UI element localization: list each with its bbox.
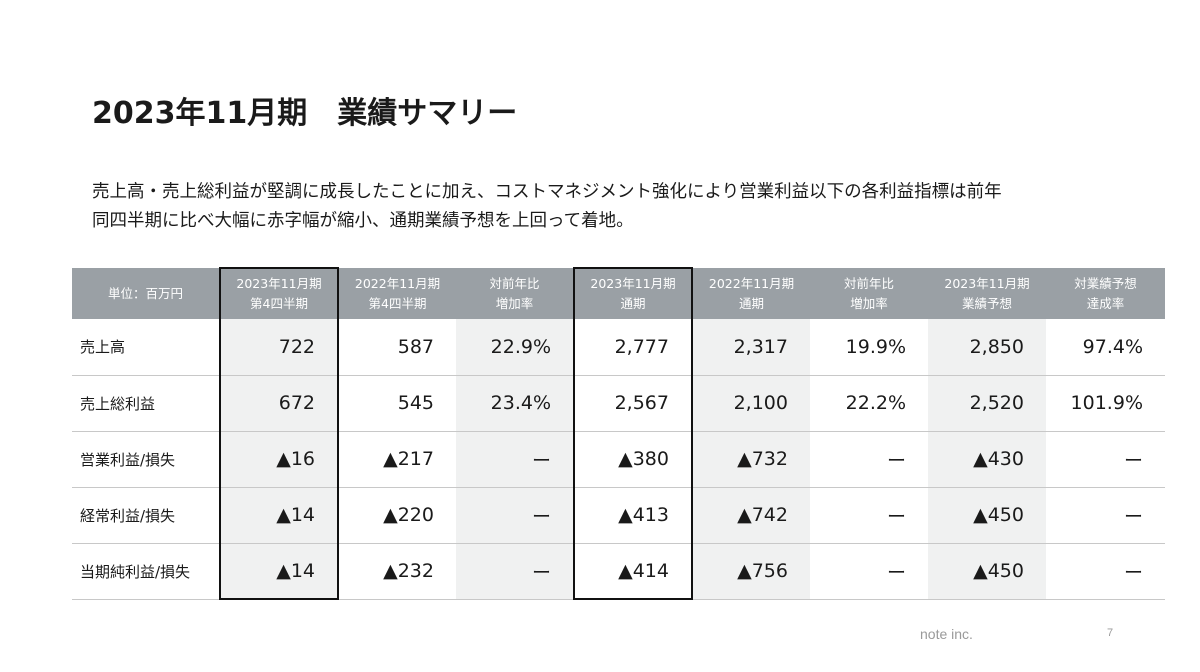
table-cell: ー [456, 487, 574, 544]
company-logo-text: note inc. [920, 626, 973, 642]
row-label: 売上高 [72, 319, 220, 376]
table-cell: ー [456, 431, 574, 488]
summary-line-1: 売上高・売上総利益が堅調に成長したことに加え、コストマネジメント強化により営業利… [92, 182, 1002, 202]
table-cell: 101.9% [1046, 375, 1165, 432]
column-header: 対前年比 増加率 [456, 268, 574, 319]
table-cell: 2,520 [928, 375, 1046, 432]
table-cell: ー [810, 543, 928, 600]
row-label: 経常利益/損失 [72, 487, 220, 544]
table-cell: ー [1046, 431, 1165, 488]
unit-header: 単位：百万円 [72, 268, 220, 319]
table-cell: ▲413 [573, 487, 693, 544]
table-cell: ー [1046, 543, 1165, 600]
table-cell: 2,850 [928, 319, 1046, 376]
table-cell: 2,777 [573, 319, 693, 376]
table-cell: 672 [219, 375, 339, 432]
table-cell: 22.2% [810, 375, 928, 432]
table-row: 当期純利益/損失 ▲14 ▲232 ー ▲414 ▲756 ー ▲450 ー [72, 543, 1165, 600]
table-cell: ▲217 [338, 431, 456, 488]
page-title: 2023年11月期 業績サマリー [92, 96, 518, 131]
table-cell: ▲732 [692, 431, 810, 488]
table-cell: 2,567 [573, 375, 693, 432]
column-header: 2023年11月期 第4四半期 [219, 267, 339, 319]
table-row: 経常利益/損失 ▲14 ▲220 ー ▲413 ▲742 ー ▲450 ー [72, 487, 1165, 544]
row-label: 当期純利益/損失 [72, 543, 220, 600]
table-cell: ▲430 [928, 431, 1046, 488]
table-cell: ー [1046, 487, 1165, 544]
page-number: 7 [1107, 627, 1114, 639]
column-header: 対前年比 増加率 [810, 268, 928, 319]
row-label: 営業利益/損失 [72, 431, 220, 488]
table-cell: ▲450 [928, 543, 1046, 600]
table-cell: 587 [338, 319, 456, 376]
table-cell: 2,100 [692, 375, 810, 432]
table-cell: 19.9% [810, 319, 928, 376]
table-cell: ー [810, 431, 928, 488]
table-cell: ▲232 [338, 543, 456, 600]
column-header: 2023年11月期 通期 [573, 267, 693, 319]
row-label: 売上総利益 [72, 375, 220, 432]
column-header: 2022年11月期 第4四半期 [338, 268, 456, 319]
table-cell: ▲16 [219, 431, 339, 488]
table-cell: ▲380 [573, 431, 693, 488]
table-row: 売上高 722 587 22.9% 2,777 2,317 19.9% 2,85… [72, 319, 1165, 376]
column-header: 対業績予想 達成率 [1046, 268, 1165, 319]
table-cell: ▲14 [219, 543, 339, 600]
table-cell: ▲742 [692, 487, 810, 544]
table-cell: ▲220 [338, 487, 456, 544]
column-header: 2023年11月期 業績予想 [928, 268, 1046, 319]
table-cell: ▲414 [573, 543, 693, 600]
summary-line-2: 同四半期に比べ大幅に赤字幅が縮小、通期業績予想を上回って着地。 [92, 211, 634, 231]
table-cell: ー [456, 543, 574, 600]
table-cell: ▲450 [928, 487, 1046, 544]
table-cell: 722 [219, 319, 339, 376]
table-cell: 2,317 [692, 319, 810, 376]
table-row: 売上総利益 672 545 23.4% 2,567 2,100 22.2% 2,… [72, 375, 1165, 432]
table-cell: 545 [338, 375, 456, 432]
table-cell: ー [810, 487, 928, 544]
summary-paragraph: 売上高・売上総利益が堅調に成長したことに加え、コストマネジメント強化により営業利… [92, 178, 1172, 236]
table-header-row: 単位：百万円 2023年11月期 第4四半期 2022年11月期 第4四半期 対前年… [72, 267, 1165, 319]
table-cell: 22.9% [456, 319, 574, 376]
table-cell: 97.4% [1046, 319, 1165, 376]
table-row: 営業利益/損失 ▲16 ▲217 ー ▲380 ▲732 ー ▲430 ー [72, 431, 1165, 488]
table-cell: 23.4% [456, 375, 574, 432]
table-cell: ▲756 [692, 543, 810, 600]
column-header: 2022年11月期 通期 [692, 268, 810, 319]
results-table: 単位：百万円 2023年11月期 第4四半期 2022年11月期 第4四半期 対前年… [72, 267, 1165, 600]
table-cell: ▲14 [219, 487, 339, 544]
